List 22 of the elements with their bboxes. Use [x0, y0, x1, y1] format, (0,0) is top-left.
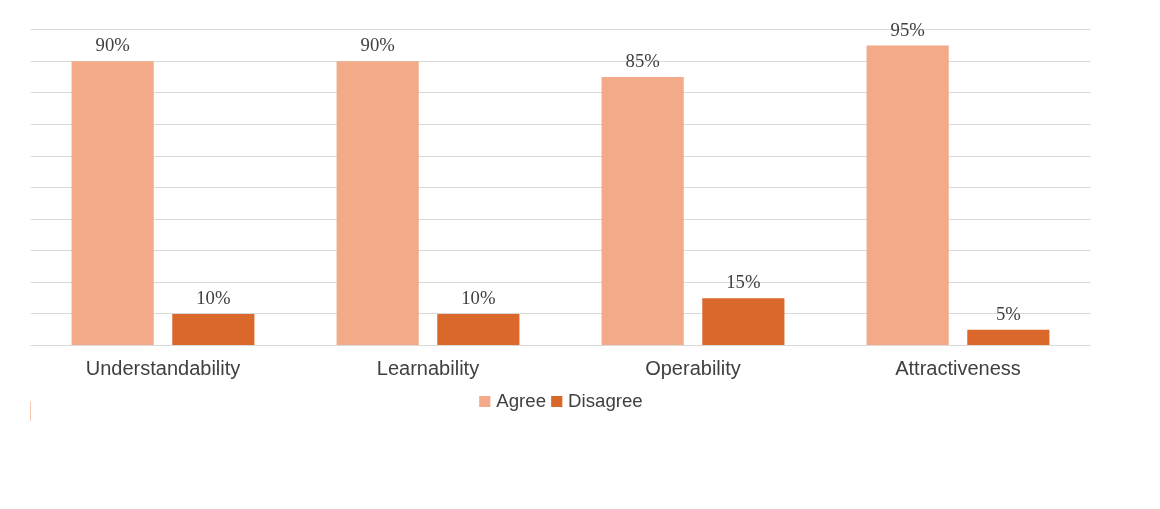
- bar: [967, 329, 1050, 346]
- bar: [866, 45, 949, 346]
- legend-label: Disagree: [568, 390, 643, 412]
- data-label: 5%: [995, 302, 1021, 324]
- bar: [172, 313, 255, 346]
- bar: [71, 61, 154, 346]
- data-label: 15%: [726, 271, 761, 293]
- bar: [336, 61, 419, 346]
- data-label: 10%: [461, 286, 496, 308]
- data-label: 10%: [196, 286, 231, 308]
- bar: [702, 298, 785, 346]
- x-tick-label: Attractiveness: [895, 356, 1021, 379]
- data-label: 95%: [890, 18, 925, 40]
- data-label: 90%: [95, 34, 130, 56]
- x-tick-label: Operability: [645, 356, 741, 379]
- x-tick-label: Learnability: [376, 356, 480, 379]
- data-label: 90%: [360, 34, 395, 56]
- legend-label: Agree: [496, 390, 547, 412]
- bar: [601, 77, 684, 346]
- bar: [437, 313, 520, 346]
- x-tick-label: Understandability: [85, 356, 241, 379]
- data-label: 85%: [625, 50, 660, 72]
